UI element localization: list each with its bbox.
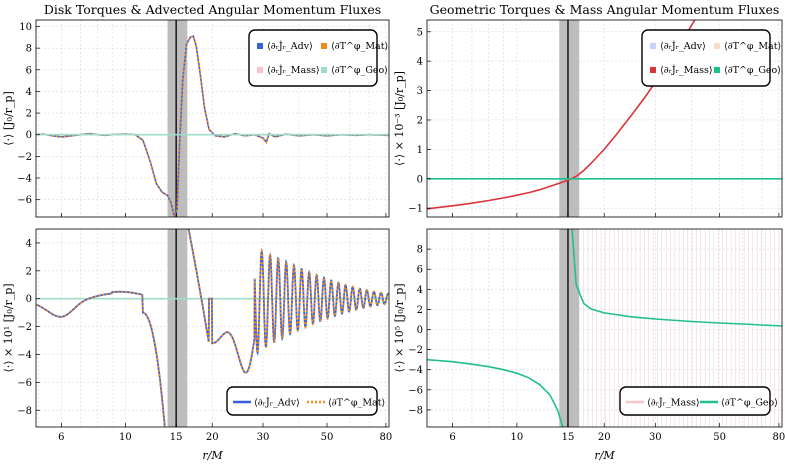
legend-label: ⟨∂T^φ_Mat⟩ bbox=[724, 41, 781, 52]
x-tick-label: 6 bbox=[449, 432, 455, 443]
y-tick-label: −6 bbox=[17, 378, 32, 389]
y-tick-label: 10 bbox=[19, 22, 32, 33]
legend-marker bbox=[714, 67, 720, 73]
shaded-band bbox=[559, 20, 580, 217]
x-axis-label: r/M bbox=[594, 449, 615, 462]
y-tick-label: 2 bbox=[26, 266, 32, 277]
y-tick-label: −8 bbox=[408, 405, 423, 416]
y-tick-label: 4 bbox=[417, 285, 423, 296]
y-axis-label: ⟨·⟩ × 10⁻³ [J₀/r_p] bbox=[393, 71, 406, 166]
y-tick-label: 3 bbox=[417, 86, 423, 97]
y-tick-label: −4 bbox=[408, 365, 423, 376]
y-tick-label: 0 bbox=[26, 130, 32, 141]
x-tick-label: 50 bbox=[713, 432, 726, 443]
legend-label: ⟨∂ᵣJ̇ᵣ_Mass⟩ bbox=[647, 397, 700, 409]
series-line bbox=[427, 358, 564, 427]
legend-label: ⟨∂ᵣJ̇ᵣ_Adv⟩ bbox=[254, 397, 300, 409]
y-tick-label: −2 bbox=[17, 152, 32, 163]
panel-top-right: −1 0 1 2 3 4 5 ⟨·⟩ × 10⁻³ [J₀/r_p] Geometric Tor… bbox=[393, 2, 783, 218]
y-tick-label: −8 bbox=[17, 406, 32, 417]
legend-box bbox=[641, 29, 771, 87]
shaded-band bbox=[167, 20, 188, 217]
x-tick-label: 30 bbox=[649, 432, 662, 443]
legend-marker bbox=[257, 67, 263, 73]
plot-area bbox=[427, 20, 782, 217]
legend-marker bbox=[714, 43, 720, 49]
panel-bottom-right: −8 −6 −4 −2 0 2 4 6 8 6 10 15 20 30 50 80 r/M ⟨·⟩ × 10⁵ [… bbox=[393, 228, 785, 462]
x-tick-label: 20 bbox=[206, 432, 219, 443]
y-tick-label: 6 bbox=[417, 265, 423, 276]
y-tick-label: 4 bbox=[417, 57, 423, 68]
x-tick-label: 15 bbox=[562, 432, 575, 443]
y-tick-label: −2 bbox=[408, 345, 423, 356]
y-tick-label: 0 bbox=[26, 294, 32, 305]
y-axis-label: ⟨·⟩ × 10¹ [J₀/r_p] bbox=[2, 283, 15, 372]
y-tick-label: 5 bbox=[417, 27, 423, 38]
chart-title: Geometric Torques & Mass Angular Momentu… bbox=[430, 2, 780, 17]
y-tick-label: −1 bbox=[408, 204, 423, 215]
x-tick-label: 6 bbox=[58, 432, 64, 443]
x-tick-label: 80 bbox=[380, 432, 393, 443]
y-tick-label: 8 bbox=[26, 44, 32, 55]
y-axis-label: ⟨·⟩ [J₀/r_p] bbox=[2, 91, 15, 145]
legend-label: ⟨∂T^φ_Geo⟩ bbox=[724, 65, 781, 76]
plot-area bbox=[36, 20, 389, 217]
y-tick-label: 6 bbox=[26, 65, 32, 76]
legend-marker bbox=[257, 43, 263, 49]
legend-label: ⟨∂ᵣJ̇ᵣ_Adv⟩ bbox=[267, 40, 313, 52]
y-tick-label: 8 bbox=[417, 245, 423, 256]
y-tick-label: 1 bbox=[417, 145, 423, 156]
legend: ⟨∂ᵣJ̇ᵣ_Adv⟩ ⟨∂T^φ_Mat⟩ ⟨∂ᵣJ̇ᵣ_Mass⟩ ⟨∂T^φ_G… bbox=[641, 29, 781, 87]
shaded-band bbox=[167, 229, 188, 427]
y-tick-label: −4 bbox=[17, 174, 32, 185]
legend-label: ⟨∂T^φ_Geo⟩ bbox=[331, 65, 388, 76]
series-line-mat bbox=[36, 290, 166, 427]
series-line-mat bbox=[187, 229, 389, 374]
legend-box bbox=[226, 386, 378, 416]
chart-title: Disk Torques & Advected Angular Momentum… bbox=[44, 2, 381, 17]
legend-marker bbox=[650, 43, 656, 49]
legend-label: ⟨∂T^φ_Mat⟩ bbox=[328, 398, 385, 409]
y-tick-label: 0 bbox=[417, 325, 423, 336]
x-tick-label: 30 bbox=[257, 432, 270, 443]
x-tick-label: 10 bbox=[511, 432, 524, 443]
y-tick-label: −6 bbox=[408, 385, 423, 396]
shaded-band bbox=[559, 229, 580, 427]
series-line-adv bbox=[36, 290, 166, 427]
x-tick-label: 80 bbox=[773, 432, 785, 443]
legend-label: ⟨∂T^φ_Mat⟩ bbox=[331, 41, 388, 52]
x-tick-label: 50 bbox=[321, 432, 334, 443]
y-tick-label: −4 bbox=[17, 350, 32, 361]
legend-box bbox=[619, 386, 771, 416]
legend-label: ⟨∂ᵣJ̇ᵣ_Mass⟩ bbox=[660, 64, 713, 76]
y-tick-label: 4 bbox=[26, 238, 32, 249]
y-tick-label: 0 bbox=[417, 174, 423, 185]
panel-bottom-left: −8 −6 −4 −2 0 2 4 6 10 15 20 30 50 80 r/M ⟨·⟩ × 10¹ [J₀… bbox=[2, 228, 393, 462]
panel-top-left: −6 −4 −2 0 2 4 6 8 10 ⟨·⟩ [J₀/r_p] Disk Torques & … bbox=[2, 2, 390, 218]
legend-marker bbox=[650, 67, 656, 73]
series-line bbox=[571, 229, 782, 327]
legend-box bbox=[248, 29, 378, 87]
legend: ⟨∂ᵣJ̇ᵣ_Adv⟩ ⟨∂T^φ_Mat⟩ ⟨∂ᵣJ̇ᵣ_Mass⟩ ⟨∂T^φ_G… bbox=[248, 29, 388, 87]
y-tick-label: −6 bbox=[17, 195, 32, 206]
legend-marker bbox=[321, 43, 327, 49]
legend: ⟨∂ᵣJ̇ᵣ_Adv⟩ ⟨∂T^φ_Mat⟩ bbox=[226, 386, 385, 416]
legend-label: ⟨∂ᵣJ̇ᵣ_Adv⟩ bbox=[660, 40, 706, 52]
x-tick-label: 15 bbox=[170, 432, 183, 443]
y-tick-label: 2 bbox=[417, 115, 423, 126]
legend-label: ⟨∂T^φ_Geo⟩ bbox=[721, 398, 778, 409]
x-tick-label: 20 bbox=[598, 432, 611, 443]
y-tick-label: 2 bbox=[417, 305, 423, 316]
y-axis-label: ⟨·⟩ × 10⁵ [J₀/r_p] bbox=[393, 283, 406, 372]
y-tick-label: 2 bbox=[26, 109, 32, 120]
x-tick-label: 10 bbox=[119, 432, 132, 443]
y-tick-label: −2 bbox=[17, 322, 32, 333]
x-axis-label: r/M bbox=[202, 449, 223, 462]
legend-marker bbox=[321, 67, 327, 73]
legend-label: ⟨∂ᵣJ̇ᵣ_Mass⟩ bbox=[267, 64, 320, 76]
legend: ⟨∂ᵣJ̇ᵣ_Mass⟩ ⟨∂T^φ_Geo⟩ bbox=[619, 386, 778, 416]
y-tick-label: 4 bbox=[26, 87, 32, 98]
